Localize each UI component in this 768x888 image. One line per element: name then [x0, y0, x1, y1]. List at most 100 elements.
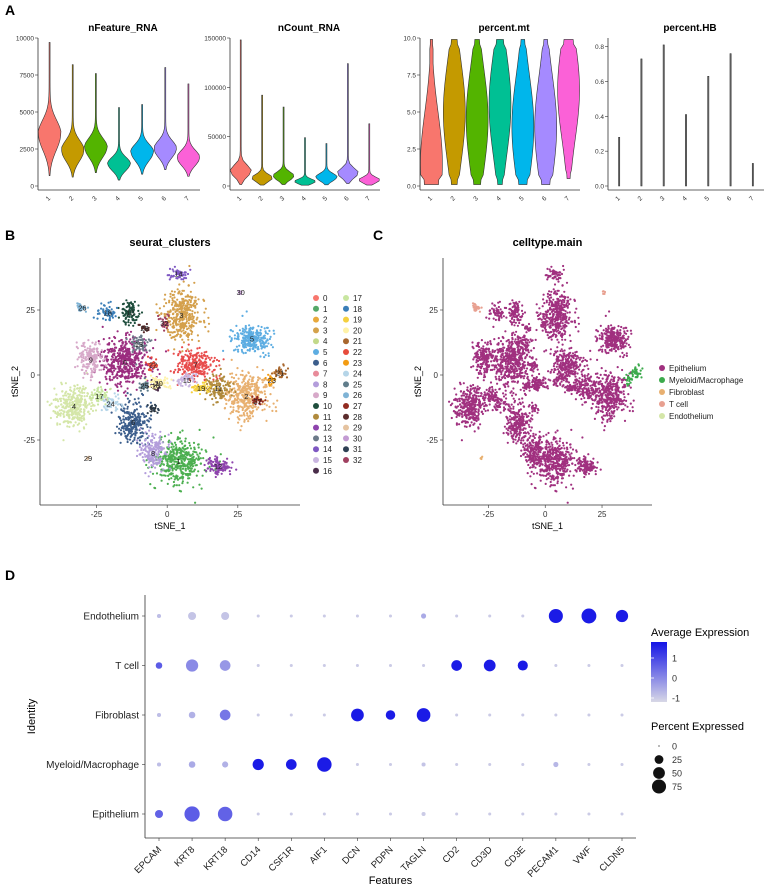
cell-point [236, 388, 239, 391]
cell-point [194, 296, 197, 299]
cell-point [70, 397, 73, 401]
cell-point [159, 435, 162, 438]
cell-point [229, 340, 232, 343]
cell-point [262, 337, 265, 340]
cell-point [181, 429, 184, 432]
cell-point [133, 321, 136, 325]
cell-point [222, 468, 225, 471]
cell-point [94, 356, 97, 359]
cell-point [139, 361, 142, 364]
cell-point [89, 367, 93, 370]
cell-point [192, 372, 195, 375]
cell-point [199, 462, 202, 465]
violin-5 [707, 76, 710, 187]
cell-point [504, 385, 507, 389]
cell-point [126, 380, 129, 383]
cell-point [176, 448, 179, 451]
x-tick-label: 6 [541, 195, 549, 203]
cell-point [99, 356, 102, 359]
cell-point [174, 319, 177, 322]
cell-point [126, 392, 129, 395]
cell-point [80, 351, 83, 354]
cell-point [46, 400, 49, 403]
cell-point [68, 420, 72, 423]
cell-point [232, 391, 235, 394]
cell-point [190, 391, 193, 394]
cell-point [248, 378, 251, 381]
y-tick-label: 5.0 [407, 110, 416, 117]
cell-point [141, 364, 144, 367]
cell-point [65, 390, 68, 393]
cell-point [126, 357, 129, 360]
cell-point [197, 359, 201, 362]
cell-point [189, 290, 192, 293]
cell-point [245, 310, 248, 313]
cell-point [55, 393, 58, 396]
cell-point [181, 346, 184, 349]
legend-label-8: 8 [323, 380, 328, 389]
cell-point [194, 374, 198, 377]
cell-point [144, 431, 147, 434]
cell-point [124, 321, 127, 324]
cell-point [233, 334, 236, 337]
cell-point [503, 356, 506, 359]
cell-point [174, 310, 177, 313]
cell-point [505, 349, 508, 352]
cell-point [124, 390, 127, 393]
cell-point [188, 298, 191, 302]
cell-point [101, 354, 104, 357]
cell-point [234, 348, 237, 351]
cell-point [176, 304, 179, 307]
cell-point [140, 442, 144, 445]
cell-point [203, 299, 206, 302]
cell-point [240, 390, 243, 393]
cell-point [173, 296, 176, 299]
cell-point [94, 360, 98, 363]
cell-point [146, 436, 149, 439]
cell-point [261, 368, 264, 372]
cell-point [141, 420, 144, 423]
cell-point [248, 331, 251, 334]
cell-point [172, 455, 175, 458]
cell-point [113, 348, 116, 351]
cell-point [176, 451, 179, 454]
cell-point [111, 347, 114, 350]
cell-point [116, 385, 119, 389]
cell-point [149, 439, 152, 442]
cell-point [80, 359, 84, 362]
cell-point [169, 387, 172, 390]
cell-point [169, 323, 172, 326]
cell-point [255, 384, 258, 387]
legend-dot-4 [313, 338, 319, 345]
cell-point [88, 412, 91, 415]
cell-point [515, 367, 518, 370]
cell-point [59, 397, 63, 400]
cell-point [512, 387, 515, 390]
legend-dot-20 [343, 327, 349, 334]
cell-point [113, 392, 116, 395]
cell-point [182, 329, 185, 332]
cell-point [521, 359, 524, 362]
cell-point [207, 365, 210, 368]
cell-point [150, 464, 153, 467]
cell-point [192, 456, 195, 459]
cell-point [100, 364, 103, 367]
cell-point [258, 377, 261, 380]
cell-point [88, 403, 91, 406]
cell-point [78, 430, 81, 433]
cell-point [76, 413, 79, 416]
cell-point [236, 410, 239, 413]
cell-point [222, 394, 225, 397]
cell-point [111, 378, 114, 381]
cell-point [512, 380, 515, 383]
cell-point [124, 343, 127, 346]
cell-point [208, 368, 211, 371]
cell-point [217, 359, 221, 363]
cell-point [255, 388, 258, 391]
cluster-label-8: 8 [151, 449, 155, 458]
cell-point [122, 391, 126, 394]
y-tick-label: 0.0 [407, 184, 416, 191]
cell-point [188, 295, 192, 298]
cell-point [187, 343, 190, 346]
violin-title: nFeature_RNA [88, 23, 157, 34]
